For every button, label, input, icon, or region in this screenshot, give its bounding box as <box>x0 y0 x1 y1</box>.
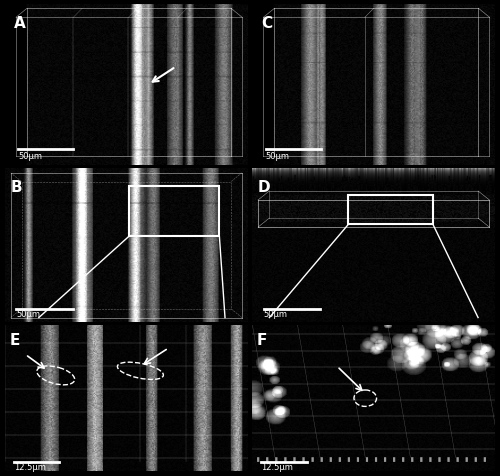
Text: E: E <box>10 333 20 348</box>
Text: 50μm: 50μm <box>18 152 42 161</box>
Bar <box>129 187 220 237</box>
Text: B: B <box>10 180 22 195</box>
Text: 50μm: 50μm <box>266 152 289 161</box>
Text: 50μm: 50μm <box>264 309 287 318</box>
Text: A: A <box>14 16 26 30</box>
Text: F: F <box>257 333 268 348</box>
Text: 50μm: 50μm <box>16 309 40 318</box>
Text: D: D <box>258 180 270 195</box>
Text: 12.5μm: 12.5μm <box>14 462 46 471</box>
Text: 12.5μm: 12.5μm <box>262 462 294 471</box>
Bar <box>348 196 433 225</box>
Text: C: C <box>261 16 272 30</box>
